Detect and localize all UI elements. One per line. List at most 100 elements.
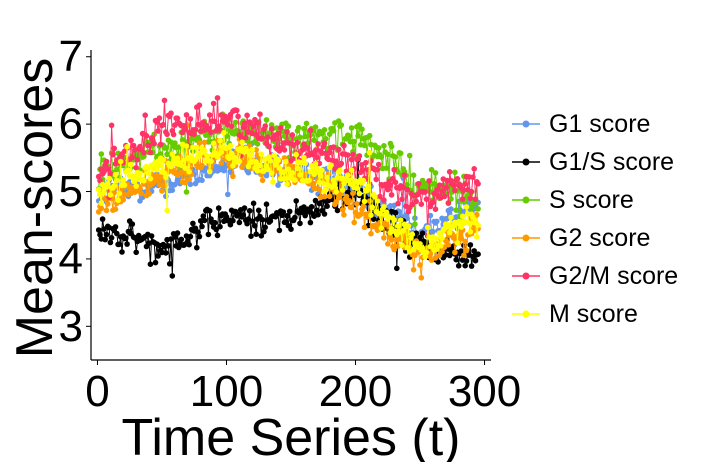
data-point (101, 189, 107, 196)
data-point (183, 143, 190, 149)
data-point (381, 235, 387, 241)
data-point (114, 177, 120, 184)
data-point (267, 218, 274, 224)
data-point (452, 249, 458, 256)
data-point (399, 242, 405, 248)
data-point (254, 120, 261, 126)
data-point (463, 204, 470, 210)
data-point (426, 178, 432, 184)
data-point (156, 162, 163, 169)
data-point (326, 149, 333, 156)
data-point (114, 166, 120, 173)
data-point (148, 233, 155, 239)
data-point (395, 223, 401, 229)
legend-item: G2 score (512, 224, 650, 252)
data-point (147, 175, 154, 182)
data-point (436, 182, 443, 188)
data-point (183, 189, 190, 195)
data-point (368, 230, 374, 237)
data-point (120, 197, 127, 203)
data-point (385, 151, 391, 158)
data-point (302, 160, 309, 167)
data-point (388, 143, 395, 150)
data-point (218, 160, 225, 166)
data-point (112, 224, 119, 230)
data-point (328, 162, 334, 168)
data-point (199, 177, 205, 184)
data-point (234, 107, 240, 114)
data-point (166, 261, 173, 267)
data-point (348, 156, 355, 163)
data-point (458, 248, 465, 254)
data-point (341, 212, 347, 218)
data-point (288, 226, 294, 232)
data-point (124, 144, 130, 150)
data-point (98, 200, 105, 206)
data-point (297, 134, 303, 141)
data-point (292, 177, 298, 183)
data-point (388, 237, 395, 243)
data-point (258, 151, 265, 158)
data-point (314, 207, 320, 214)
data-point (262, 224, 269, 231)
data-point (317, 173, 324, 179)
data-point (164, 131, 170, 138)
y-tick-label: 7 (59, 32, 83, 81)
data-point (164, 207, 170, 214)
data-point (164, 151, 170, 158)
y-tick-label: 3 (59, 302, 83, 351)
data-point (99, 216, 106, 222)
data-point (133, 249, 139, 256)
data-point (95, 227, 102, 233)
data-point (205, 125, 212, 131)
data-point (163, 145, 169, 151)
data-point (107, 239, 114, 246)
data-point (257, 162, 263, 169)
data-point (297, 220, 303, 227)
legend-label: G2/M score (549, 262, 678, 290)
data-point (249, 218, 256, 224)
data-point (467, 242, 474, 248)
data-point (280, 209, 287, 215)
x-tick-label: 300 (448, 367, 521, 416)
data-point (201, 147, 208, 154)
data-point (410, 267, 417, 273)
data-point (458, 224, 465, 230)
data-point (137, 170, 143, 177)
data-point (128, 161, 134, 168)
data-point (240, 212, 247, 218)
data-point (157, 141, 164, 148)
data-point (163, 174, 169, 181)
data-point (430, 199, 436, 205)
data-point (467, 229, 474, 235)
data-point (159, 188, 165, 194)
data-point (425, 224, 431, 231)
data-point (397, 217, 404, 223)
data-point (289, 132, 296, 138)
data-point (130, 178, 137, 185)
data-point (275, 130, 281, 137)
data-point (346, 133, 352, 140)
data-point (155, 128, 161, 134)
legend-label: S score (549, 186, 634, 214)
data-point (463, 247, 470, 254)
data-point (375, 161, 382, 168)
data-point (316, 200, 323, 207)
data-point (475, 206, 481, 212)
data-point (315, 141, 321, 147)
data-point (95, 186, 102, 193)
data-point (455, 263, 462, 269)
data-point (323, 187, 329, 193)
data-point (265, 166, 271, 173)
data-point (435, 259, 441, 265)
data-point (244, 112, 250, 119)
data-point (446, 252, 453, 259)
data-point (392, 179, 399, 186)
data-point (320, 180, 327, 186)
data-point (187, 181, 194, 188)
y-axis-title: Mean-scores (6, 58, 64, 359)
data-point (194, 144, 200, 151)
data-point (111, 183, 117, 189)
legend: G1 score G1/S score S score G2 score G2/M sc… (512, 110, 678, 328)
